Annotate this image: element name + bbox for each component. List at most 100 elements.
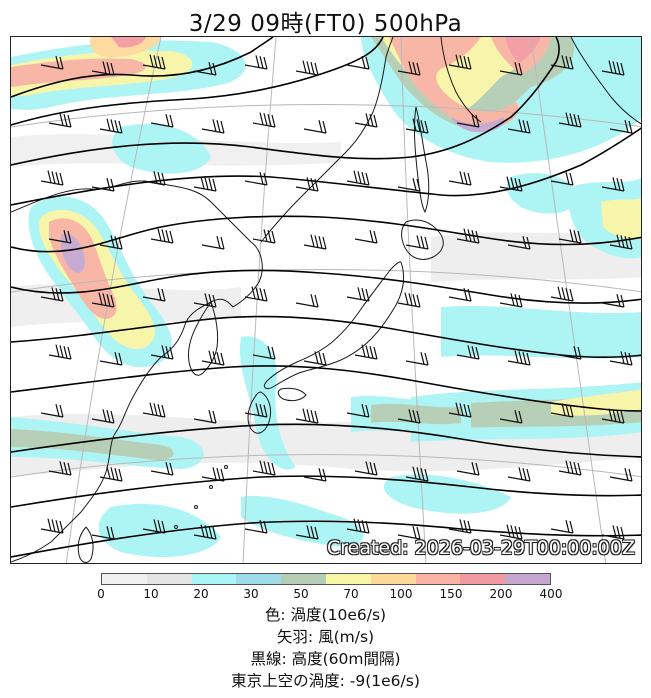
wind-barb xyxy=(558,229,582,244)
wind-barb xyxy=(558,112,582,128)
wind-barb xyxy=(99,235,123,250)
wind-barb xyxy=(354,461,378,476)
wind-barb xyxy=(142,171,166,186)
wind-barb xyxy=(48,230,72,244)
colorbar-segment xyxy=(281,574,326,584)
colorbar-segment xyxy=(415,574,461,584)
wind-barb xyxy=(448,288,472,302)
vorticity-colorbar: 0 10 20 30 50 70 100 150 200 400 xyxy=(0,571,651,605)
colorbar-segment xyxy=(460,574,506,584)
wind-barb xyxy=(499,62,523,76)
wind-barb xyxy=(244,172,268,186)
wind-barbs xyxy=(40,54,633,540)
wind-barb xyxy=(354,113,378,128)
wind-barb xyxy=(142,54,166,70)
wind-barb xyxy=(507,119,531,134)
wind-barb xyxy=(456,114,480,128)
wind-barb xyxy=(201,236,225,250)
colorbar-tick-label: 0 xyxy=(97,587,105,601)
weather-map: Created: 2026-03-29T00:00:00Z xyxy=(10,36,642,564)
wind-barb xyxy=(91,292,115,308)
wind-barb xyxy=(244,520,268,534)
wind-barb xyxy=(499,524,523,540)
wind-barb xyxy=(609,468,633,482)
legend-color: 色: 渦度(10e6/s) xyxy=(264,606,387,624)
wind-barb xyxy=(609,120,633,134)
wind-barb xyxy=(91,178,115,192)
wind-barb xyxy=(142,519,166,534)
wind-barb xyxy=(40,56,64,70)
wind-barb xyxy=(609,234,633,250)
wind-barb xyxy=(456,345,480,360)
wind-barb xyxy=(346,170,370,186)
wind-barb xyxy=(244,55,268,70)
wind-barb xyxy=(295,177,319,192)
wind-barb xyxy=(448,54,472,70)
wind-barb xyxy=(601,177,625,192)
graticule-lines xyxy=(11,37,641,563)
chart-title: 3/29 09時(FT0) 500hPa xyxy=(0,4,651,38)
wind-barb xyxy=(99,118,123,134)
colorbar-tick-label: 20 xyxy=(193,587,209,601)
colorbar-tick-label: 70 xyxy=(343,587,359,601)
wind-barb xyxy=(244,286,268,302)
legend-notes: 色: 渦度(10e6/s) 矢羽: 風(m/s) 黒線: 高度(60m間隔) 東… xyxy=(0,604,651,692)
colorbar-segment xyxy=(236,574,282,584)
wind-barb xyxy=(142,402,166,418)
legend-barb: 矢羽: 風(m/s) xyxy=(276,628,375,646)
wind-barb xyxy=(91,61,115,76)
wind-barb xyxy=(397,409,421,424)
wind-barb xyxy=(40,404,64,418)
wind-barb xyxy=(40,518,64,534)
title-date: 3/29 xyxy=(188,11,243,37)
wind-barb xyxy=(405,118,429,134)
colorbar-tick-label: 50 xyxy=(293,587,309,601)
wind-barb xyxy=(40,170,64,186)
wind-barb xyxy=(244,403,268,418)
colorbar-tick-label: 200 xyxy=(489,587,513,601)
coastlines xyxy=(11,37,641,563)
wind-barb xyxy=(499,410,523,424)
wind-barb xyxy=(346,404,370,418)
wind-barb xyxy=(397,61,421,76)
wind-barb xyxy=(405,466,429,482)
wind-barb xyxy=(150,228,174,244)
title-level: 500hPa xyxy=(373,11,463,37)
height-contours xyxy=(11,37,641,558)
wind-barb xyxy=(91,526,115,540)
wind-barb xyxy=(150,114,174,128)
wind-barb xyxy=(507,467,531,482)
legend-line: 黒線: 高度(60m間隔) xyxy=(250,650,401,668)
wind-barb xyxy=(193,410,217,424)
wind-barb xyxy=(48,113,72,128)
wind-barb xyxy=(601,294,625,308)
wind-barb xyxy=(550,172,574,186)
wind-barb xyxy=(405,352,429,366)
wind-barb xyxy=(252,460,276,476)
wind-barb xyxy=(346,518,370,534)
colorbar-segment xyxy=(191,574,237,584)
wind-barb xyxy=(550,55,574,70)
wind-barb xyxy=(295,525,319,540)
colorbar-tick-label: 10 xyxy=(143,587,159,601)
colorbar-segment xyxy=(370,574,416,584)
wind-barb xyxy=(303,468,327,482)
wind-barb xyxy=(456,462,480,476)
wind-barb xyxy=(397,292,421,308)
colorbar-tick-label: 400 xyxy=(539,587,563,601)
wind-barb xyxy=(295,60,319,76)
wind-barb xyxy=(48,461,72,476)
wind-barb xyxy=(601,525,625,540)
created-timestamp: Created: 2026-03-29T00:00:00Z xyxy=(326,537,635,559)
wind-barb xyxy=(48,344,72,360)
wind-barb xyxy=(354,230,378,244)
map-canvas xyxy=(11,37,641,563)
colorbar-segment xyxy=(146,574,192,584)
wind-barb xyxy=(397,178,421,192)
wind-barb xyxy=(448,171,472,186)
wind-barb xyxy=(201,467,225,482)
wind-barb xyxy=(405,235,429,250)
wind-barb xyxy=(142,288,166,302)
wind-barb xyxy=(252,112,276,128)
colorbar-strip xyxy=(101,573,551,585)
